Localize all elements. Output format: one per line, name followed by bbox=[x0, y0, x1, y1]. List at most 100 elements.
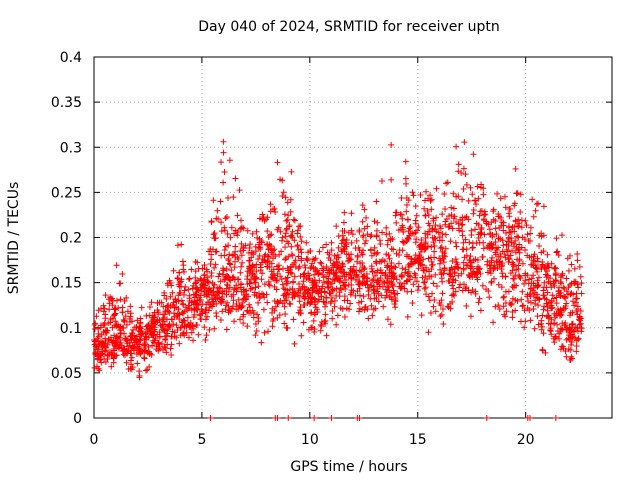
data-point bbox=[218, 159, 225, 166]
data-point bbox=[543, 284, 550, 291]
data-point bbox=[447, 300, 454, 307]
data-point bbox=[524, 231, 531, 238]
data-point bbox=[341, 273, 348, 280]
data-point bbox=[407, 230, 414, 237]
data-point bbox=[201, 276, 208, 283]
data-point bbox=[294, 227, 301, 234]
data-point bbox=[422, 284, 429, 291]
data-point bbox=[244, 308, 251, 315]
data-point bbox=[431, 248, 438, 255]
data-point bbox=[319, 283, 326, 290]
data-point bbox=[388, 269, 395, 276]
data-point bbox=[265, 253, 272, 260]
data-point bbox=[262, 259, 269, 266]
data-point bbox=[336, 277, 343, 284]
data-point bbox=[373, 294, 380, 301]
data-point bbox=[392, 304, 399, 311]
data-point bbox=[161, 292, 168, 299]
data-point bbox=[566, 324, 573, 331]
data-point bbox=[172, 304, 179, 311]
data-point bbox=[402, 158, 409, 165]
data-point bbox=[370, 276, 377, 283]
data-point bbox=[391, 263, 398, 270]
data-point bbox=[507, 252, 514, 259]
data-point bbox=[360, 293, 367, 300]
data-point bbox=[447, 238, 454, 245]
data-point bbox=[122, 335, 129, 342]
data-point bbox=[437, 266, 444, 273]
data-point bbox=[534, 283, 541, 290]
data-point bbox=[253, 292, 260, 299]
data-point bbox=[540, 330, 547, 337]
data-point bbox=[410, 192, 417, 199]
data-point bbox=[339, 260, 346, 267]
data-point bbox=[133, 323, 140, 330]
data-point bbox=[510, 243, 517, 250]
data-point bbox=[314, 267, 321, 274]
data-point bbox=[331, 297, 338, 304]
data-point bbox=[181, 268, 188, 275]
data-point bbox=[91, 321, 98, 328]
data-point bbox=[539, 262, 546, 269]
data-point bbox=[297, 233, 304, 240]
data-point bbox=[460, 239, 467, 246]
data-point bbox=[399, 238, 406, 245]
data-point bbox=[470, 151, 477, 158]
data-point bbox=[515, 234, 522, 241]
data-point bbox=[231, 251, 238, 258]
data-point bbox=[388, 296, 395, 303]
data-point bbox=[170, 267, 177, 274]
data-point bbox=[371, 272, 378, 279]
data-point bbox=[368, 252, 375, 259]
data-point bbox=[193, 321, 200, 328]
data-point bbox=[418, 312, 425, 319]
data-point bbox=[515, 272, 522, 279]
data-point bbox=[201, 262, 208, 269]
data-point bbox=[145, 343, 152, 350]
data-point bbox=[429, 290, 436, 297]
data-point bbox=[439, 230, 446, 237]
data-point bbox=[190, 337, 197, 344]
data-point bbox=[205, 279, 212, 286]
data-point bbox=[512, 165, 519, 172]
data-point bbox=[489, 254, 496, 261]
data-point bbox=[548, 331, 555, 338]
data-point bbox=[156, 299, 163, 306]
data-point bbox=[507, 270, 514, 277]
data-point bbox=[303, 286, 310, 293]
data-point bbox=[190, 291, 197, 298]
data-point bbox=[396, 283, 403, 290]
data-point bbox=[138, 330, 145, 337]
data-point bbox=[159, 316, 166, 323]
data-point bbox=[234, 286, 241, 293]
data-point bbox=[282, 244, 289, 251]
data-point bbox=[176, 269, 183, 276]
data-point bbox=[281, 320, 288, 327]
data-point bbox=[499, 262, 506, 269]
data-point bbox=[409, 300, 416, 307]
data-point bbox=[375, 290, 382, 297]
data-point bbox=[163, 349, 170, 356]
data-point bbox=[279, 193, 286, 200]
data-point bbox=[238, 263, 245, 270]
data-point bbox=[445, 304, 452, 311]
data-point bbox=[438, 244, 445, 251]
data-point bbox=[311, 311, 318, 318]
data-point bbox=[284, 199, 291, 206]
data-point bbox=[448, 220, 455, 227]
data-point bbox=[280, 189, 287, 196]
data-point bbox=[287, 208, 294, 215]
data-point bbox=[453, 218, 460, 225]
data-point bbox=[314, 309, 321, 316]
data-point bbox=[270, 315, 277, 322]
data-point bbox=[329, 308, 336, 315]
data-point bbox=[422, 273, 429, 280]
data-point bbox=[421, 278, 428, 285]
data-point bbox=[185, 286, 192, 293]
data-point bbox=[141, 354, 148, 361]
data-point bbox=[362, 237, 369, 244]
data-point bbox=[328, 415, 335, 421]
data-point bbox=[324, 280, 331, 287]
data-point bbox=[415, 265, 422, 272]
data-point bbox=[338, 286, 345, 293]
